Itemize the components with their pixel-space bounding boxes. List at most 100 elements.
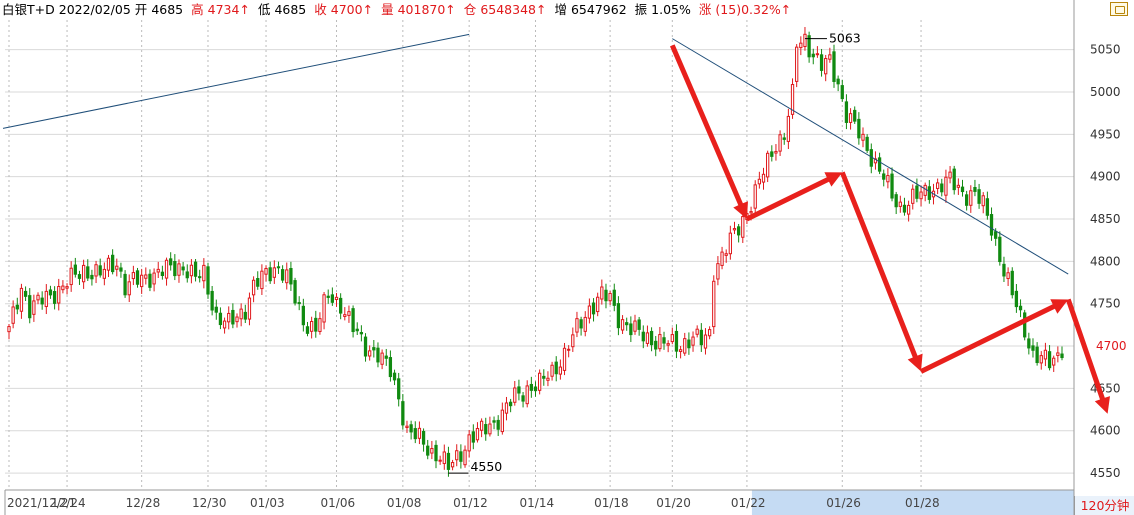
window-toggle-icon[interactable] <box>1110 2 1128 16</box>
red-arrow <box>840 171 923 372</box>
candle-body <box>513 387 517 403</box>
candle-body <box>558 366 563 375</box>
candle-body <box>674 330 679 352</box>
quote-header: 白银T+D 2022/02/05 开 4685 高 4734↑ 低 4685 收 4700↑ 量 40… <box>2 1 799 19</box>
candle-body <box>1023 312 1027 338</box>
candle-body <box>488 423 492 435</box>
candle-body <box>450 462 455 468</box>
candle-body <box>86 266 90 279</box>
candle-body <box>1052 357 1056 366</box>
candle-body <box>969 190 973 206</box>
candle-body <box>231 309 235 325</box>
candle-body <box>343 314 347 317</box>
candle-body <box>973 187 977 192</box>
candle-body <box>587 305 592 319</box>
candle-body <box>372 347 376 351</box>
candle-body <box>998 236 1002 263</box>
candle-body <box>500 409 504 433</box>
candle-body <box>115 265 119 270</box>
candle-body <box>977 189 981 204</box>
symbol-name: 白银T+D <box>2 2 55 17</box>
candle-body <box>790 84 795 115</box>
x-tick-label: 01/20 <box>656 496 691 510</box>
red-arrow <box>919 299 1069 374</box>
candle-body <box>479 420 484 431</box>
candle-body <box>94 264 98 277</box>
candle-body <box>492 420 496 423</box>
candle-body <box>911 188 915 204</box>
candle-body <box>339 297 343 314</box>
candle-body <box>148 273 152 288</box>
candle-body <box>583 316 587 332</box>
candle-body <box>438 459 442 462</box>
candle-body <box>1056 352 1060 356</box>
candle-body <box>169 258 173 266</box>
candle-body <box>649 330 654 346</box>
candle-body <box>608 292 612 302</box>
open-value: 4685 <box>151 2 184 17</box>
candle-body <box>52 291 57 304</box>
change-value: (15)0.32%↑ <box>715 2 792 17</box>
candle-body <box>318 318 322 332</box>
candle-body <box>11 306 15 324</box>
candle-body <box>525 385 529 405</box>
candle-body <box>1014 290 1019 308</box>
candle-body <box>144 274 148 279</box>
candle-body <box>98 265 102 276</box>
candle-body <box>181 266 185 271</box>
candle-body <box>359 332 364 335</box>
candle-body <box>807 35 811 58</box>
candle-body <box>202 264 206 282</box>
candle-body <box>239 308 243 320</box>
candle-body <box>73 264 77 275</box>
candle-body <box>732 228 737 231</box>
x-tick-label: 01/06 <box>321 496 356 510</box>
candle-body <box>185 271 189 279</box>
period-selector[interactable]: 120分钟 <box>1074 496 1134 515</box>
candle-body <box>1047 351 1052 369</box>
x-tick-label: 01/22 <box>731 496 766 510</box>
candle-body <box>757 178 762 185</box>
candle-body <box>795 46 799 82</box>
candle-body <box>815 53 820 56</box>
candle-body <box>330 294 335 303</box>
candle-body <box>853 109 857 122</box>
candle-body <box>778 134 782 152</box>
candle-body <box>326 295 330 298</box>
candle-body <box>368 350 372 357</box>
candle-body <box>766 152 770 178</box>
candle-body <box>222 320 227 329</box>
candle-body <box>927 186 931 200</box>
candle-body <box>567 348 571 351</box>
candle-body <box>314 317 318 332</box>
x-tick-label: 12/30 <box>192 496 227 510</box>
candle-body <box>81 264 86 283</box>
candle-body <box>861 133 865 141</box>
candle-body <box>417 427 422 439</box>
amplitude-value: 1.05% <box>651 2 691 17</box>
candle-body <box>289 267 293 285</box>
candle-body <box>596 296 600 313</box>
candle-body <box>19 287 24 312</box>
candle-body <box>309 321 314 332</box>
candle-body <box>401 401 405 426</box>
candle-body <box>156 268 160 273</box>
candle-body <box>235 316 239 323</box>
candles <box>7 27 1064 477</box>
x-tick-label: 2021/12/21 <box>7 496 76 510</box>
candle-body <box>193 261 198 277</box>
candle-body <box>935 182 940 189</box>
volume-label: 量 <box>381 2 394 17</box>
quote-date: 2022/02/05 <box>58 2 131 17</box>
candle-body <box>989 214 994 236</box>
candle-body <box>695 328 699 335</box>
low-label: 低 <box>257 2 271 17</box>
candle-body <box>803 33 807 48</box>
low-value: 4685 <box>274 2 307 17</box>
candle-body <box>260 270 264 290</box>
candle-body <box>405 425 409 428</box>
candle-body <box>214 306 218 313</box>
open-interest-value: 6548348↑ <box>480 2 547 17</box>
candle-body <box>952 168 956 191</box>
